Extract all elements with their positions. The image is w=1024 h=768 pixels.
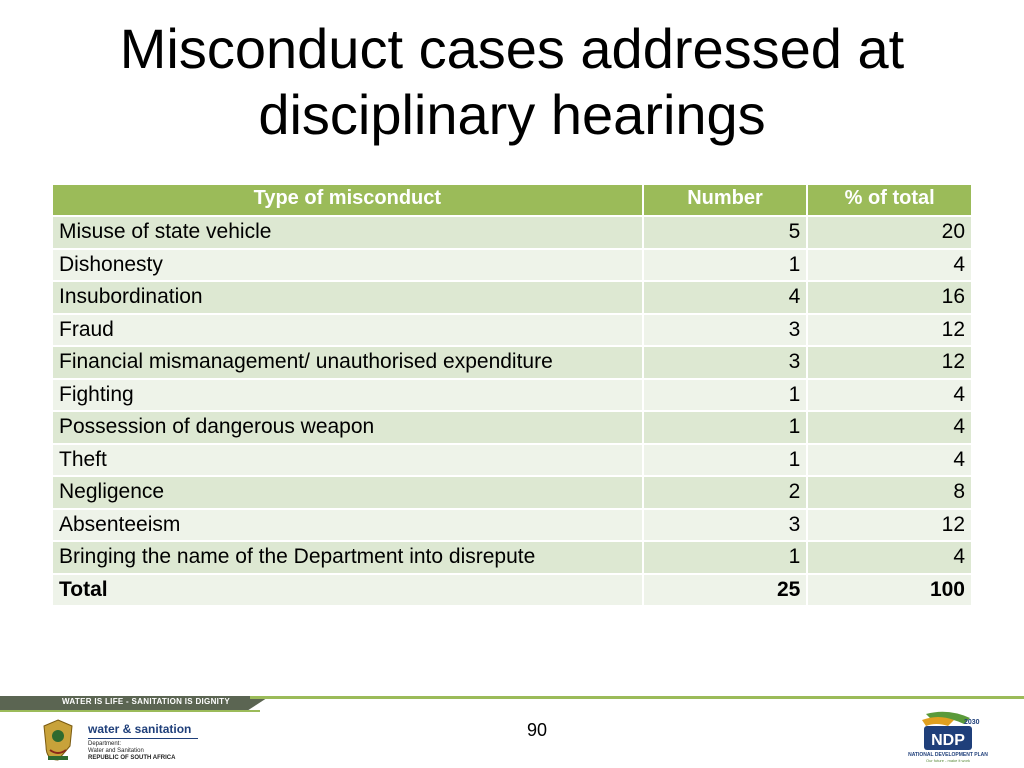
cell-type: Financial mismanagement/ unauthorised ex… <box>53 347 642 378</box>
cell-number: 3 <box>643 314 807 345</box>
cell-percent: 20 <box>808 217 971 248</box>
misconduct-table: Type of misconduct Number % of total Mis… <box>51 183 973 607</box>
cell-number: 1 <box>643 542 807 573</box>
ndp-year: 2030 <box>964 719 980 726</box>
cell-type: Negligence <box>53 477 642 508</box>
table-total-row: Total 25 100 <box>53 574 971 605</box>
cell-percent: 4 <box>808 542 971 573</box>
table-header-row: Type of misconduct Number % of total <box>53 185 971 215</box>
department-full-name: Water and Sanitation <box>88 748 144 754</box>
table-row: Fighting 1 4 <box>53 379 971 410</box>
cell-number: 5 <box>643 217 807 248</box>
cell-percent: 16 <box>808 282 971 313</box>
slide-title: Misconduct cases addressed at disciplina… <box>119 17 905 146</box>
cell-type: Misuse of state vehicle <box>53 217 642 248</box>
cell-type: Absenteeism <box>53 509 642 540</box>
footer-banner-text: WATER IS LIFE - SANITATION IS DIGNITY <box>62 697 230 706</box>
department-label: Department: <box>88 741 122 747</box>
table-row: Theft 1 4 <box>53 444 971 475</box>
table-row: Fraud 3 12 <box>53 314 971 345</box>
cell-percent: 4 <box>808 379 971 410</box>
department-logo: water & sanitation Department: Water and… <box>36 716 216 764</box>
table-row: Dishonesty 1 4 <box>53 249 971 280</box>
cell-type: Possession of dangerous weapon <box>53 412 642 443</box>
department-name: water & sanitation <box>88 722 192 736</box>
table-row: Possession of dangerous weapon 1 4 <box>53 412 971 443</box>
footer-banner <box>0 696 270 710</box>
table-row: Misuse of state vehicle 5 20 <box>53 217 971 248</box>
cell-number: 1 <box>643 379 807 410</box>
cell-percent: 8 <box>808 477 971 508</box>
table-row: Financial mismanagement/ unauthorised ex… <box>53 347 971 378</box>
table-row: Bringing the name of the Department into… <box>53 542 971 573</box>
page-number: 90 <box>526 720 548 740</box>
header-type: Type of misconduct <box>53 185 642 215</box>
cell-number: 4 <box>643 282 807 313</box>
table-row: Absenteeism 3 12 <box>53 509 971 540</box>
department-country: REPUBLIC OF SOUTH AFRICA <box>88 755 176 761</box>
cell-number: 3 <box>643 509 807 540</box>
table-row: Insubordination 4 16 <box>53 282 971 313</box>
cell-number: 3 <box>643 347 807 378</box>
cell-number: 1 <box>643 444 807 475</box>
cell-percent: 12 <box>808 314 971 345</box>
cell-type: Bringing the name of the Department into… <box>53 542 642 573</box>
cell-number: 2 <box>643 477 807 508</box>
cell-type: Theft <box>53 444 642 475</box>
cell-percent: 4 <box>808 412 971 443</box>
cell-number: 1 <box>643 412 807 443</box>
cell-percent: 12 <box>808 509 971 540</box>
cell-percent: 12 <box>808 347 971 378</box>
cell-percent: 4 <box>808 444 971 475</box>
cell-type: Fighting <box>53 379 642 410</box>
ndp-logo: 2030 NDP NATIONAL DEVELOPMENT PLAN Our f… <box>908 710 988 766</box>
coat-of-arms-icon <box>43 719 73 761</box>
ndp-mark: NDP <box>931 732 965 749</box>
ndp-caption: NATIONAL DEVELOPMENT PLAN <box>908 752 988 758</box>
cell-percent: 4 <box>808 249 971 280</box>
footer-divider-lower <box>0 710 260 712</box>
cell-type: Insubordination <box>53 282 642 313</box>
department-logo-rule <box>88 738 198 739</box>
cell-type: Fraud <box>53 314 642 345</box>
total-label: Total <box>53 574 642 605</box>
header-number: Number <box>643 185 807 215</box>
ndp-tagline: Our future - make it work <box>925 758 970 763</box>
ndp-emblem-icon: 2030 NDP <box>922 711 980 750</box>
cell-type: Dishonesty <box>53 249 642 280</box>
total-percent: 100 <box>808 574 971 605</box>
header-percent: % of total <box>808 185 971 215</box>
total-number: 25 <box>643 574 807 605</box>
cell-number: 1 <box>643 249 807 280</box>
footer-divider <box>250 696 1024 699</box>
table-row: Negligence 2 8 <box>53 477 971 508</box>
